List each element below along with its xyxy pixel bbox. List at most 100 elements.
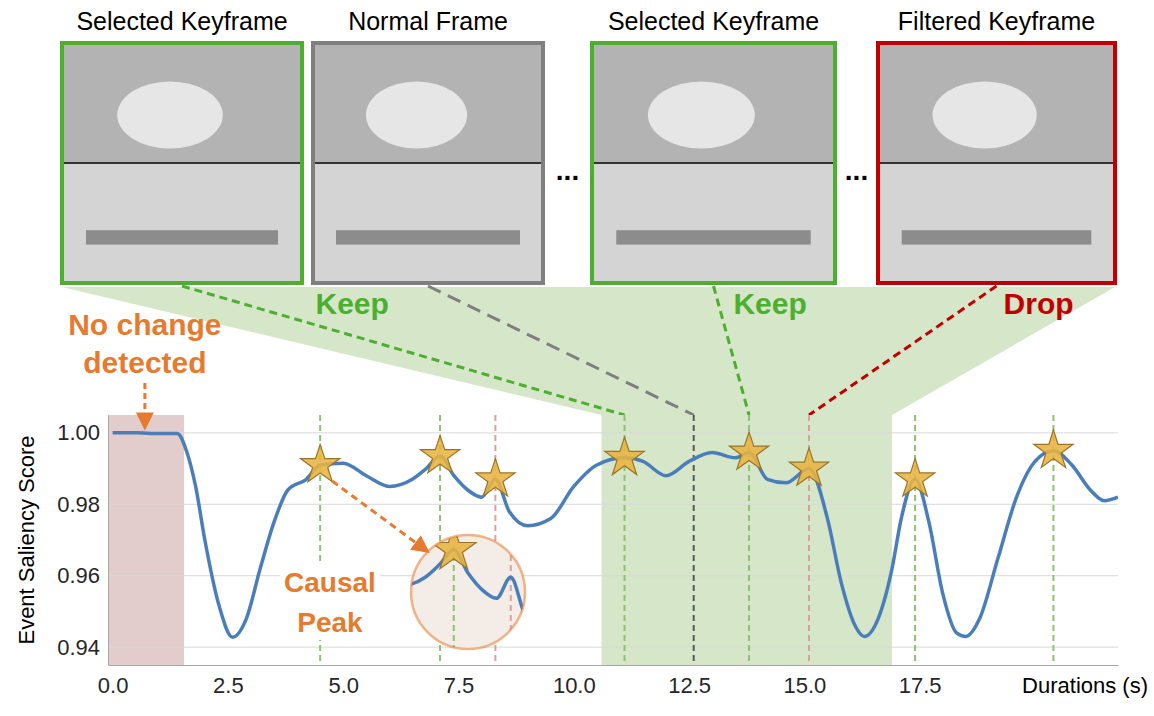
frame-image-table: [86, 230, 278, 244]
x-tick: 5.0: [328, 665, 359, 698]
y-tick-label: 0.98: [57, 492, 100, 517]
x-tick: 12.5: [668, 665, 711, 698]
frame-image-divider: [592, 162, 835, 164]
x-tick-label: 17.5: [899, 673, 942, 698]
frame-decision: Drop: [1004, 287, 1074, 320]
frame-image-divider: [878, 162, 1115, 164]
region: [108, 415, 184, 665]
inset-border: [411, 535, 525, 649]
frame-image-top: [592, 43, 835, 163]
region: [601, 415, 892, 665]
annotation-line: detected: [83, 346, 206, 379]
x-tick-label: 7.5: [444, 673, 475, 698]
x-tick: 2.5: [213, 665, 244, 698]
y-tick: 0.94: [57, 635, 108, 660]
annotation-text: Causal Peak: [284, 567, 376, 638]
frame: Selected Keyframe: [592, 7, 835, 283]
focus-funnel: [62, 287, 1115, 415]
frame-decision: Keep: [733, 287, 806, 320]
frame-image-bottom: [592, 163, 835, 283]
y-axis-title: Event Saliency Score: [14, 435, 39, 644]
frame-image-bottom: [878, 163, 1115, 283]
y-tick-label: 0.94: [57, 635, 100, 660]
keyframe-marker: [476, 459, 515, 496]
inset-keyframe-marker: [431, 526, 476, 569]
inset-background: [411, 535, 525, 649]
keyframe-line: [914, 415, 916, 665]
frame-connector: [428, 286, 694, 415]
keyframe-marker: [420, 435, 459, 472]
x-tick: 7.5: [444, 665, 475, 698]
grid-line: [108, 432, 1118, 433]
frame-title: Normal Frame: [348, 7, 508, 35]
frame-image-bottom: [62, 163, 302, 283]
keyframe-marker: [300, 444, 339, 481]
keyframe-marker: [789, 448, 828, 485]
y-tick: 0.98: [57, 492, 108, 517]
frame-title: Filtered Keyframe: [898, 7, 1095, 35]
frame-image-object: [366, 81, 467, 148]
x-tick: 10.0: [553, 665, 596, 698]
frame-image-top: [878, 43, 1115, 163]
frame-title: Selected Keyframe: [76, 7, 287, 35]
frames: Selected Keyframe Normal Frame Selected Ke…: [62, 7, 1115, 283]
frame-image-object: [648, 81, 755, 148]
frame-image-top: [313, 43, 543, 163]
x-tick: 15.0: [783, 665, 826, 698]
x-axis-title: Durations (s): [1022, 673, 1148, 698]
frame-image-table: [902, 230, 1092, 244]
y-tick: 1.00: [57, 420, 108, 445]
frame-image-divider: [62, 162, 302, 164]
annotation-text: No changedetected: [68, 308, 221, 379]
annotation: Causal Peak: [280, 565, 380, 640]
y-tick-label: 1.00: [57, 420, 100, 445]
x-tick-label: 12.5: [668, 673, 711, 698]
inset: [117, 522, 1153, 716]
keyframe-marker: [605, 437, 644, 474]
annotation-background: [280, 565, 380, 640]
y-tick-label: 0.96: [57, 563, 100, 588]
figure: Selected Keyframe Normal Frame Selected Ke…: [0, 0, 1154, 716]
y-axis: 0.94 0.96 0.98 1.00: [57, 416, 108, 666]
frame-image-object: [117, 81, 223, 148]
frame-title: Selected Keyframe: [608, 7, 819, 35]
inset-series-line: [117, 522, 1153, 716]
annotation-arrow: [143, 383, 146, 427]
frame-image-bottom: [313, 163, 543, 283]
frame-border: [313, 43, 543, 283]
keyframe-marker: [729, 432, 768, 469]
frame-image-table: [336, 230, 520, 244]
annotation-arrow: [332, 481, 427, 551]
x-tick-label: 10.0: [553, 673, 596, 698]
frame: Filtered Keyframe: [878, 7, 1115, 283]
frame-connector: [809, 286, 996, 415]
frame-image-top: [62, 43, 302, 163]
frame: Normal Frame: [313, 7, 543, 283]
separator: ...: [845, 155, 868, 186]
x-tick: 17.5: [899, 665, 942, 698]
keyframe-marker: [1034, 430, 1073, 467]
frame-border: [592, 43, 835, 283]
plot-area: [113, 415, 1118, 665]
x-tick-label: 2.5: [213, 673, 244, 698]
frame: Selected Keyframe: [62, 7, 302, 283]
frame-border: [878, 43, 1115, 283]
x-axis-line: [109, 665, 1119, 666]
keyframe-marker: [895, 459, 934, 496]
x-tick-label: 15.0: [783, 673, 826, 698]
separator: ...: [556, 155, 579, 186]
frame-image-object: [933, 81, 1037, 148]
frame-image-divider: [313, 162, 543, 164]
x-tick: 0.0: [98, 665, 129, 698]
series-line: [113, 433, 1118, 637]
frame-border: [62, 43, 302, 283]
grid-line: [108, 504, 1118, 505]
x-axis: 0.0 2.5 5.0 7.5 10.0 12.5 15.0 17.5: [98, 665, 1119, 698]
y-axis-line: [108, 416, 109, 666]
annotation-line: Peak: [297, 607, 363, 638]
grid: [108, 433, 1118, 647]
annotation-line: Causal: [284, 567, 376, 598]
x-tick-label: 0.0: [98, 673, 129, 698]
x-tick-label: 5.0: [328, 673, 359, 698]
frame-image-table: [616, 230, 810, 244]
